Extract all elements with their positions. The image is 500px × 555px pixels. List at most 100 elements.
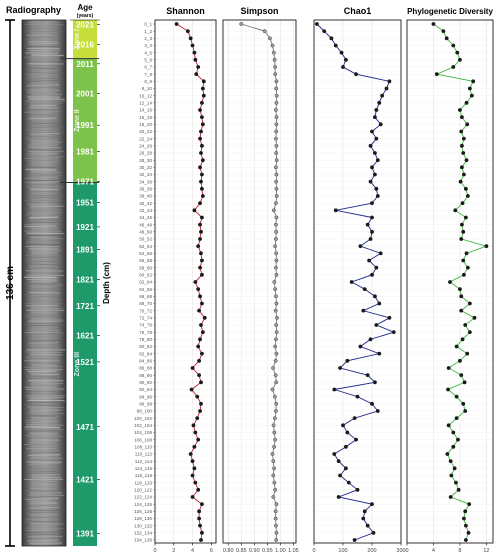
data-point [273, 287, 278, 292]
y-tick-label: 6_7 [144, 65, 152, 70]
data-point [374, 323, 379, 327]
y-tick-label: 20_22 [139, 129, 152, 134]
radiograph-streak [26, 34, 58, 37]
radiograph-streak [31, 301, 57, 303]
y-tick-label: 88_90 [139, 373, 152, 378]
data-point [454, 416, 459, 421]
radiograph-streak [31, 346, 60, 349]
radiograph-streak [30, 524, 58, 527]
data-point [273, 244, 278, 249]
radiograph-streak [30, 25, 62, 27]
data-point [455, 50, 460, 55]
radiograph-streak [29, 495, 59, 498]
radiograph-streak [28, 344, 58, 346]
data-point [193, 57, 198, 62]
data-point [274, 237, 278, 241]
y-tick-label: 9_10 [142, 86, 153, 91]
data-point [273, 516, 278, 521]
radiograph-streak [26, 39, 57, 41]
radiograph-streak [27, 79, 60, 82]
panel-title: Phylogenetic Diversity [407, 7, 493, 16]
data-point [272, 280, 277, 284]
data-point [461, 172, 466, 177]
radiograph-streak [31, 54, 64, 56]
panel-simpson: Simpson 0.80 0.85 0.90 0.95 1.00 1.05 [222, 6, 299, 554]
radiograph-streak [24, 443, 58, 446]
y-tick-label: 94_96 [139, 394, 152, 399]
radiograph-streak [29, 408, 65, 411]
radiograph-streak [26, 155, 65, 158]
radiograph-streak [29, 272, 62, 274]
radiograph-streak [28, 36, 59, 38]
data-point [465, 265, 470, 270]
age-tick-label: 2021 [76, 20, 94, 29]
data-point [370, 165, 374, 170]
data-point [466, 530, 471, 535]
data-point [274, 86, 279, 91]
y-tick-label: 82_84 [139, 351, 152, 356]
age-tick-label: 2001 [76, 90, 94, 99]
radiograph-streak [29, 83, 60, 86]
data-point [459, 308, 464, 313]
data-point [198, 136, 202, 141]
data-point [272, 430, 277, 435]
data-point [272, 57, 277, 62]
data-point [452, 466, 457, 471]
y-tick-label: 86_88 [139, 366, 152, 371]
radiograph-streak [25, 470, 64, 473]
radiograph-streak [25, 430, 61, 432]
radiograph-streak [24, 332, 64, 335]
data-point [200, 301, 204, 306]
radiograph-streak [24, 401, 65, 404]
data-point [375, 158, 380, 163]
radiograph-streak [24, 30, 65, 32]
data-point [461, 136, 466, 141]
y-tick-label: 128_130 [134, 516, 152, 521]
data-point [361, 516, 366, 521]
age-tick-label: 1951 [76, 198, 94, 207]
y-tick-label: 14_16 [139, 108, 152, 113]
data-point [271, 495, 276, 499]
age-zone-band [73, 58, 97, 183]
data-point [368, 237, 373, 241]
data-point [377, 100, 382, 105]
data-point [200, 215, 204, 220]
data-point [273, 308, 278, 313]
data-point [446, 423, 451, 428]
data-point [458, 108, 462, 112]
y-tick-label: 2_3 [144, 36, 152, 41]
data-point [274, 351, 279, 356]
data-point [193, 480, 198, 485]
radiograph-streak [31, 208, 63, 211]
y-tick-label: 38_40 [139, 194, 152, 199]
radiograph-streak [28, 72, 64, 74]
data-point [274, 143, 279, 148]
y-tick-label: 28_30 [139, 158, 152, 163]
data-point [274, 401, 279, 406]
data-point [198, 337, 202, 342]
data-point [354, 72, 358, 77]
radiograph-streak [24, 225, 57, 228]
data-point [268, 36, 272, 41]
data-point [345, 358, 350, 363]
age-unit: (years) [77, 13, 94, 19]
data-point [274, 380, 279, 385]
x-tick-label: 0 [405, 548, 408, 554]
y-tick-label: 134_136 [134, 538, 152, 543]
y-tick-label: 120_122 [134, 487, 152, 492]
radiograph-streak [27, 537, 59, 540]
data-point [199, 179, 203, 184]
data-point [459, 237, 464, 241]
x-tick-label: 0.85 [236, 548, 247, 554]
age-zones: Zone I Zone II Zone III [60, 19, 100, 547]
y-tick-label: 52_54 [139, 244, 152, 249]
data-point [448, 280, 452, 284]
core-title: Radiography [6, 5, 61, 15]
data-point [192, 50, 197, 55]
data-point [461, 401, 466, 406]
radiograph-streak [24, 111, 60, 113]
radiograph-streak [27, 441, 58, 444]
age-zone-band [73, 20, 97, 59]
data-point [188, 36, 193, 41]
y-tick-label: 22_24 [139, 136, 152, 141]
